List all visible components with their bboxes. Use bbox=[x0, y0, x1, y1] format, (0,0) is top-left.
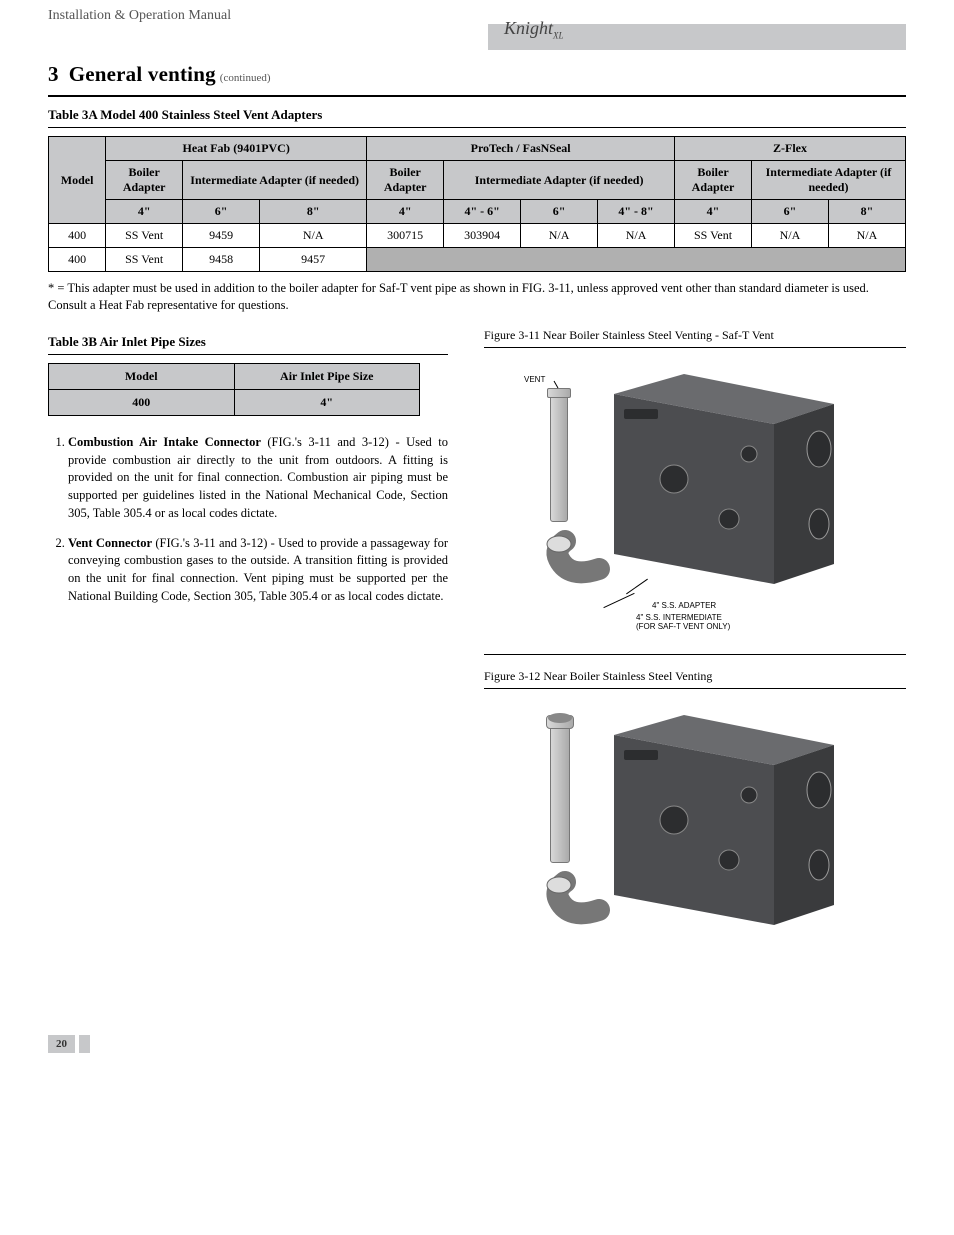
table-a-col-model: Model bbox=[49, 137, 106, 224]
table-a-sub2a: Intermediate Adapter (if needed) bbox=[183, 161, 367, 200]
cell: N/A bbox=[260, 224, 367, 248]
section-rule bbox=[48, 95, 906, 97]
figure-caption: Figure 3-12 Near Boiler Stainless Steel … bbox=[484, 669, 906, 684]
cell: 9459 bbox=[183, 224, 260, 248]
table-a-rule bbox=[48, 127, 906, 128]
vent-opening-icon bbox=[548, 713, 572, 723]
vent-pipe-icon bbox=[550, 723, 570, 863]
table-a-sub1a: Boiler Adapter bbox=[106, 161, 183, 200]
vent-cap-icon bbox=[547, 388, 571, 398]
cell: N/A bbox=[521, 224, 598, 248]
table-row: 400 SS Vent 9459 N/A 300715 303904 N/A N… bbox=[49, 224, 906, 248]
list-item: Vent Connector (FIG.'s 3-11 and 3-12) - … bbox=[68, 535, 448, 606]
tb-h2: Air Inlet Pipe Size bbox=[234, 363, 420, 389]
tb-r1: 400 bbox=[49, 389, 235, 415]
tb-h1: Model bbox=[49, 363, 235, 389]
figure-rule bbox=[484, 688, 906, 689]
table-a-h-g2-2: 6" bbox=[521, 200, 598, 224]
section-number: 3 bbox=[48, 62, 59, 87]
page-footer: 20 bbox=[48, 1035, 906, 1053]
table-a-h-g2-1: 4" - 6" bbox=[444, 200, 521, 224]
manual-title: Installation & Operation Manual bbox=[48, 8, 906, 24]
vent-pipe-icon bbox=[550, 394, 568, 522]
figure-canvas: VENT 4" S.S. ADAPTER 4" S.S. INTERMEDIAT… bbox=[484, 354, 854, 654]
header-band: KnightXL bbox=[488, 24, 906, 50]
numbered-list: Combustion Air Intake Connector (FIG.'s … bbox=[48, 434, 448, 606]
table-a-h-g3-0: 4" bbox=[675, 200, 752, 224]
table-a-h-g1-1: 6" bbox=[183, 200, 260, 224]
cell: 300715 bbox=[367, 224, 444, 248]
figure-3-12: Figure 3-12 Near Boiler Stainless Steel … bbox=[484, 669, 906, 995]
table-b-rule bbox=[48, 354, 448, 355]
cell: SS Vent bbox=[106, 224, 183, 248]
label-intermediate: 4" S.S. INTERMEDIATE (FOR SAF-T VENT ONL… bbox=[636, 614, 730, 632]
label-adapter: 4" S.S. ADAPTER bbox=[652, 602, 716, 611]
table-b: Model Air Inlet Pipe Size 400 4" bbox=[48, 363, 420, 416]
table-a-footnote: * = This adapter must be used in additio… bbox=[48, 280, 906, 314]
table-a-h-g1-0: 4" bbox=[106, 200, 183, 224]
page-number-decor bbox=[79, 1035, 90, 1053]
figure-caption: Figure 3-11 Near Boiler Stainless Steel … bbox=[484, 328, 906, 343]
table-a-sub2b: Intermediate Adapter (if needed) bbox=[444, 161, 675, 200]
figure-rule bbox=[484, 347, 906, 348]
table-a-h-g3-1: 6" bbox=[751, 200, 828, 224]
table-a-sub1b: Boiler Adapter bbox=[367, 161, 444, 200]
label-vent: VENT bbox=[524, 376, 545, 385]
page-number: 20 bbox=[48, 1035, 75, 1053]
table-a-group1: Heat Fab (9401PVC) bbox=[106, 137, 367, 161]
cell: 400 bbox=[49, 248, 106, 272]
boiler-3d-icon bbox=[484, 695, 854, 995]
left-column: Table 3B Air Inlet Pipe Sizes Model Air … bbox=[48, 328, 448, 995]
cell: 400 bbox=[49, 224, 106, 248]
table-a-sub1c: Boiler Adapter bbox=[675, 161, 752, 200]
cell: N/A bbox=[598, 224, 675, 248]
figure-canvas bbox=[484, 695, 854, 995]
table-a-h-g2-3: 4" - 8" bbox=[598, 200, 675, 224]
table-row: 400 SS Vent 9458 9457 bbox=[49, 248, 906, 272]
table-b-title: Table 3B Air Inlet Pipe Sizes bbox=[48, 334, 448, 350]
table-a-group2: ProTech / FasNSeal bbox=[367, 137, 675, 161]
cell: 9457 bbox=[260, 248, 367, 272]
cell: SS Vent bbox=[106, 248, 183, 272]
table-b-wrap: Table 3B Air Inlet Pipe Sizes Model Air … bbox=[48, 334, 448, 416]
table-a-sub2c: Intermediate Adapter (if needed) bbox=[751, 161, 905, 200]
table-a-h-g2-0: 4" bbox=[367, 200, 444, 224]
table-a-title: Table 3A Model 400 Stainless Steel Vent … bbox=[48, 107, 906, 123]
table-a-group3: Z-Flex bbox=[675, 137, 906, 161]
table-a-h-g1-2: 8" bbox=[260, 200, 367, 224]
cell: N/A bbox=[751, 224, 828, 248]
cell: 303904 bbox=[444, 224, 521, 248]
cell: SS Vent bbox=[675, 224, 752, 248]
list-item: Combustion Air Intake Connector (FIG.'s … bbox=[68, 434, 448, 523]
figure-3-11: Figure 3-11 Near Boiler Stainless Steel … bbox=[484, 328, 906, 655]
table-a: Model Heat Fab (9401PVC) ProTech / FasNS… bbox=[48, 136, 906, 272]
brand-logo: KnightXL bbox=[504, 18, 564, 41]
right-column: Figure 3-11 Near Boiler Stainless Steel … bbox=[484, 328, 906, 995]
item-lead: Combustion Air Intake Connector bbox=[68, 435, 261, 449]
two-column-region: Table 3B Air Inlet Pipe Sizes Model Air … bbox=[48, 328, 906, 995]
section-title: General venting bbox=[69, 62, 216, 86]
table-a-h-g3-2: 8" bbox=[828, 200, 905, 224]
cell: 9458 bbox=[183, 248, 260, 272]
item-lead: Vent Connector bbox=[68, 536, 152, 550]
cell: N/A bbox=[828, 224, 905, 248]
cell-shaded bbox=[367, 248, 906, 272]
section-subtitle: (continued) bbox=[220, 72, 271, 84]
tb-r2: 4" bbox=[234, 389, 420, 415]
page: Installation & Operation Manual KnightXL… bbox=[0, 0, 954, 1093]
